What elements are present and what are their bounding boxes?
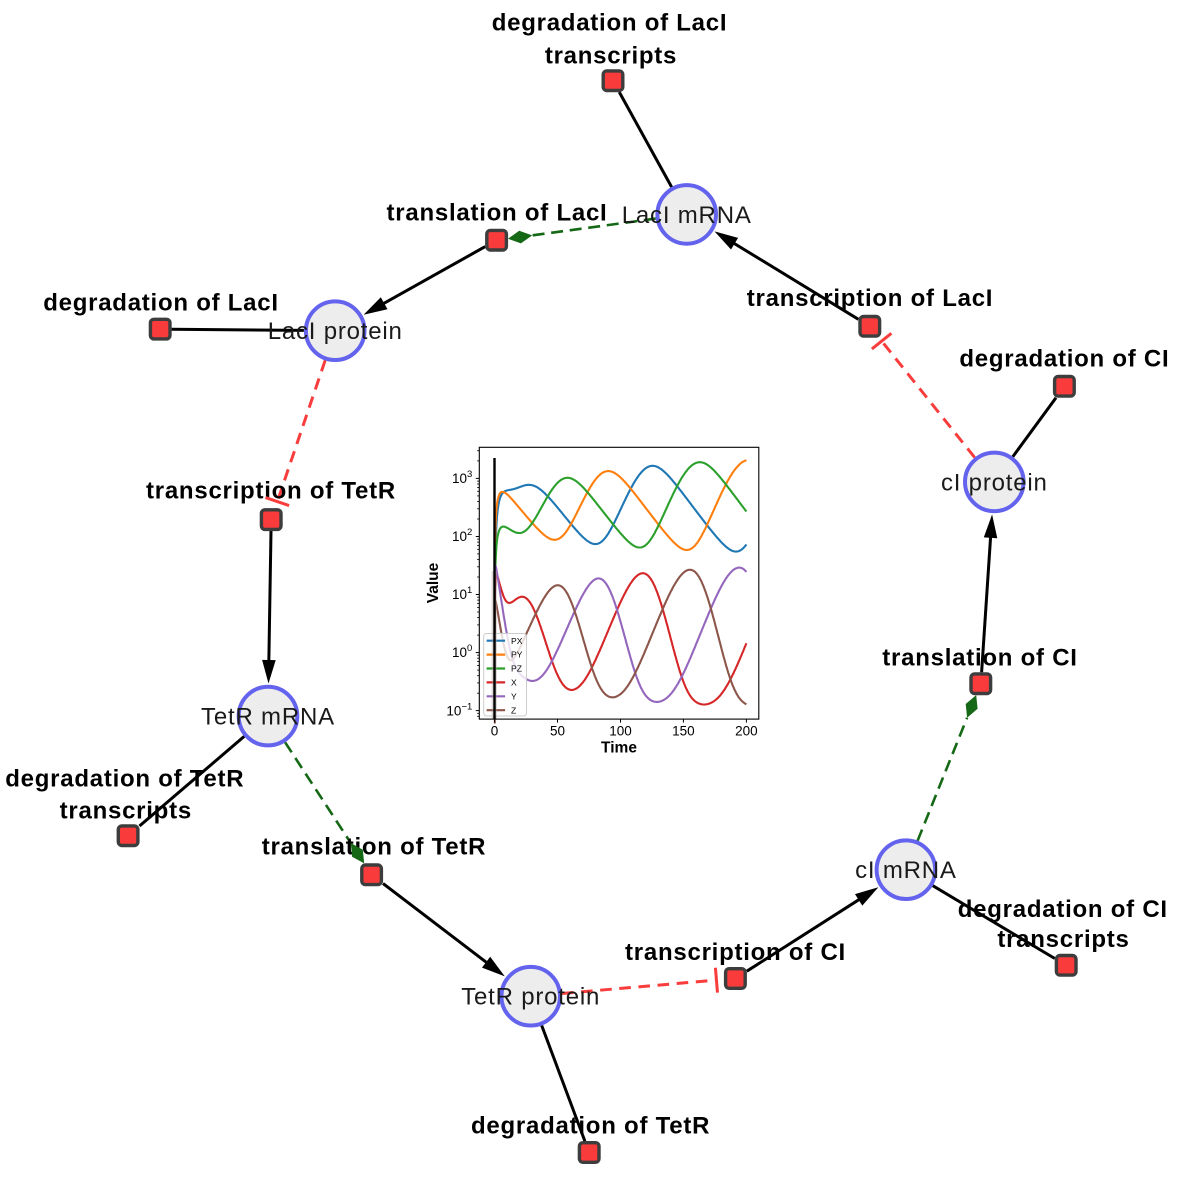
svg-text:200: 200	[735, 724, 758, 739]
svg-text:0: 0	[491, 724, 499, 739]
svg-text:transcription of CI: transcription of CI	[625, 939, 846, 966]
svg-text:transcripts: transcripts	[997, 926, 1129, 953]
svg-text:100: 100	[609, 724, 632, 739]
svg-text:102: 102	[452, 527, 472, 544]
svg-text:Z: Z	[511, 705, 516, 715]
svg-text:Time: Time	[601, 740, 637, 757]
svg-text:LacI protein: LacI protein	[268, 318, 403, 345]
svg-text:150: 150	[672, 724, 695, 739]
svg-text:PX: PX	[511, 636, 523, 646]
svg-text:degradation of TetR: degradation of TetR	[5, 766, 244, 793]
svg-text:degradation of CI: degradation of CI	[958, 896, 1168, 923]
svg-text:translation of CI: translation of CI	[882, 645, 1077, 672]
svg-text:degradation of CI: degradation of CI	[959, 346, 1169, 373]
svg-text:degradation of LacI: degradation of LacI	[43, 290, 279, 317]
svg-text:PZ: PZ	[511, 664, 522, 674]
svg-text:transcripts: transcripts	[545, 43, 677, 70]
svg-text:10−1: 10−1	[446, 701, 472, 718]
svg-text:101: 101	[452, 585, 472, 602]
svg-text:translation of TetR: translation of TetR	[262, 834, 486, 861]
svg-text:degradation of LacI: degradation of LacI	[492, 10, 728, 37]
svg-text:X: X	[511, 678, 517, 688]
svg-text:50: 50	[550, 724, 565, 739]
svg-text:cI protein: cI protein	[941, 469, 1048, 496]
svg-text:degradation of TetR: degradation of TetR	[471, 1113, 710, 1140]
svg-text:103: 103	[452, 469, 472, 486]
svg-text:transcription of LacI: transcription of LacI	[747, 285, 993, 312]
svg-text:100: 100	[452, 643, 472, 660]
svg-text:transcripts: transcripts	[60, 797, 192, 824]
svg-text:LacI mRNA: LacI mRNA	[622, 202, 752, 229]
svg-text:TetR protein: TetR protein	[461, 984, 600, 1011]
svg-text:TetR mRNA: TetR mRNA	[201, 704, 335, 731]
svg-text:cI mRNA: cI mRNA	[855, 857, 957, 884]
svg-text:Y: Y	[511, 691, 517, 701]
svg-text:Value: Value	[425, 562, 442, 603]
svg-text:translation of LacI: translation of LacI	[387, 200, 608, 227]
svg-text:PY: PY	[511, 650, 523, 660]
